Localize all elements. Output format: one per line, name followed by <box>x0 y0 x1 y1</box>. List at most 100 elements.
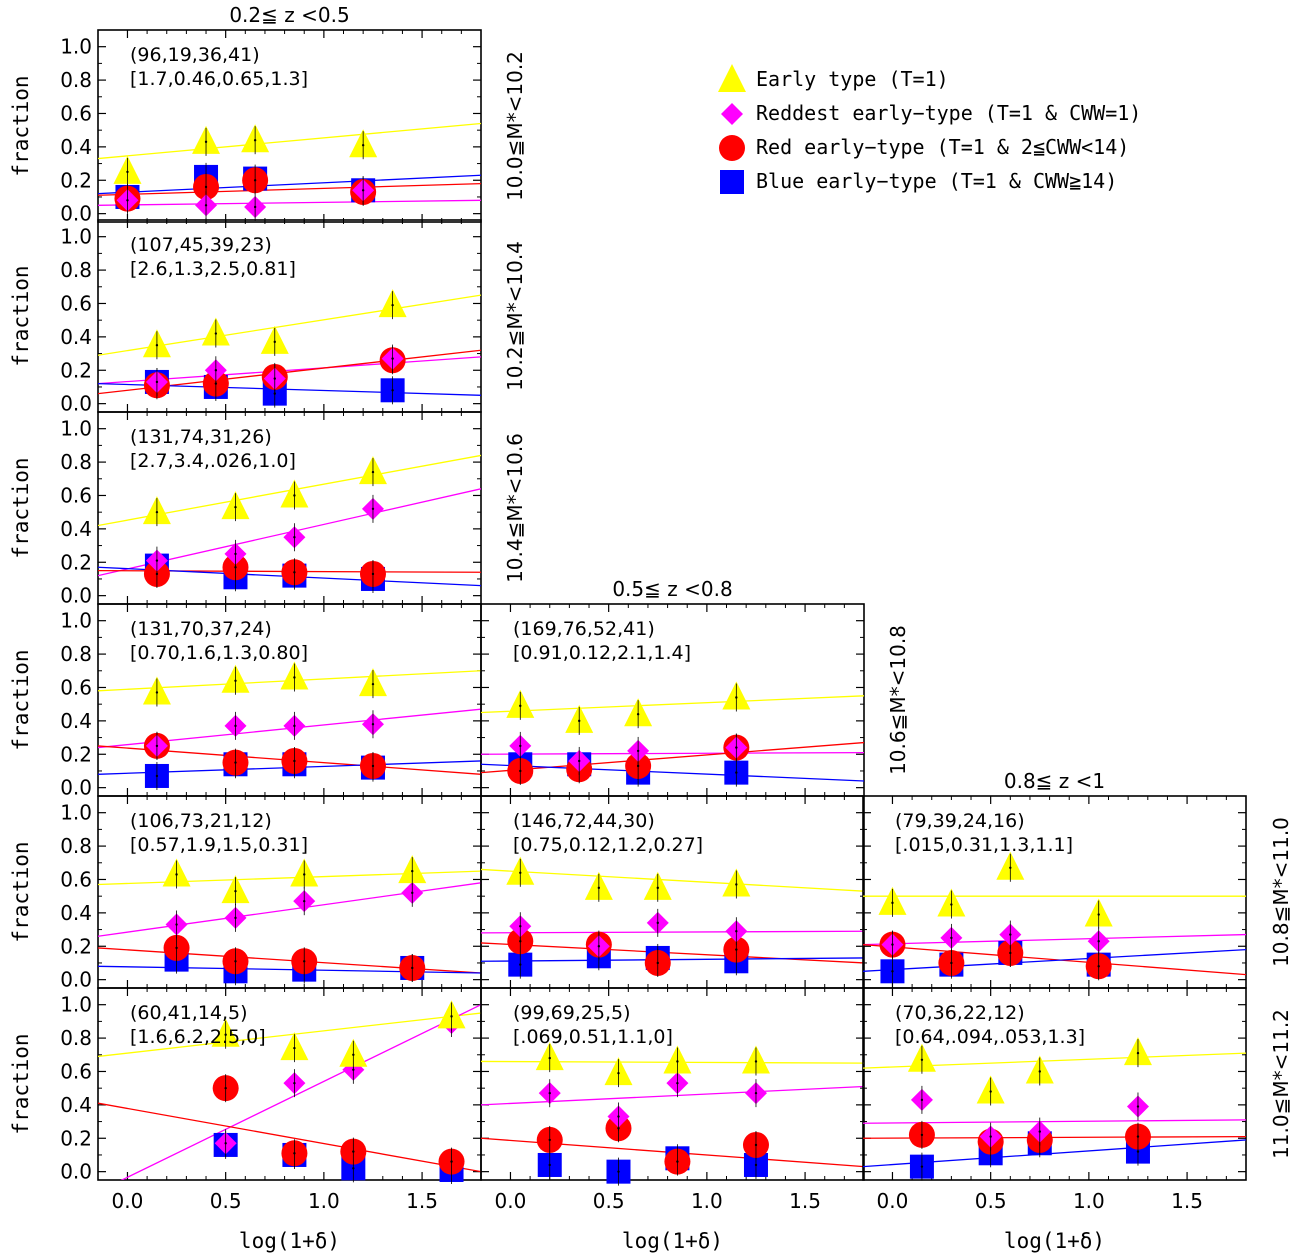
point-center-dot <box>391 357 394 360</box>
point-center-dot <box>234 505 237 509</box>
panel-col1-row4: 0.0 0.2 0.4 0.6 0.8 1.0 (131,70,37,24)[0.70,1.… <box>9 603 482 800</box>
point-center-dot <box>293 494 296 497</box>
y-tick-label: 1.0 <box>60 225 92 249</box>
y-tick-label: 0.6 <box>60 867 92 891</box>
y-tick-label: 0.4 <box>60 135 92 159</box>
point-center-dot <box>676 1160 679 1163</box>
point-center-dot <box>735 746 738 749</box>
point-center-dot <box>578 759 581 763</box>
point-center-dot <box>371 682 375 686</box>
panel-ratios: [0.57,1.9,1.5,0.31] <box>130 834 308 856</box>
point-center-dot <box>617 1115 620 1118</box>
point-center-dot <box>735 883 738 886</box>
point-center-dot <box>126 199 129 202</box>
panel-counts: (131,70,37,24) <box>130 618 272 640</box>
point-center-dot <box>253 138 257 142</box>
panel-col1-row5: 0.0 0.2 0.4 0.6 0.8 1.0 (106,73,21,12)[0.57,1.… <box>9 795 482 992</box>
point-center-dot <box>155 774 159 778</box>
point-center-dot <box>754 1163 758 1167</box>
point-center-dot <box>617 1071 620 1075</box>
point-center-dot <box>656 886 659 890</box>
fit-line-reddest <box>120 1004 481 1180</box>
y-tick-label: 0.0 <box>60 1160 92 1184</box>
point-center-dot <box>253 205 257 209</box>
point-center-dot <box>735 696 738 699</box>
point-center-dot <box>548 1056 551 1060</box>
y-tick-label: 0.0 <box>60 776 92 800</box>
point-center-dot <box>214 369 218 372</box>
fit-line-reddest <box>863 933 1246 946</box>
x-tick-label: 0.5 <box>210 1189 242 1213</box>
x-axis-label: log(1+δ) <box>239 1229 340 1253</box>
x-tick-label: 0.0 <box>112 1189 144 1213</box>
point-center-dot <box>578 719 581 723</box>
point-center-dot <box>234 679 237 682</box>
x-tick-label: 1.5 <box>406 1189 438 1213</box>
fit-line-reddest <box>98 199 481 206</box>
point-center-dot <box>293 536 296 539</box>
point-center-dot <box>352 1068 355 1072</box>
point-center-dot <box>891 943 894 946</box>
panel-ratios: [.015,0.31,1.3,1.1] <box>895 834 1073 856</box>
y-tick-label: 1.0 <box>60 801 92 825</box>
point-center-dot <box>636 764 640 768</box>
point-center-dot <box>303 873 306 876</box>
point-center-dot <box>155 344 159 347</box>
point-center-dot <box>273 377 276 380</box>
panel-ratios: [0.91,0.12,2.1,1.4] <box>513 642 691 664</box>
point-center-dot <box>293 1081 296 1085</box>
point-center-dot <box>175 923 178 926</box>
point-center-dot <box>1136 1105 1140 1108</box>
x-tick-label: 1.0 <box>308 1189 340 1213</box>
legend-marker-red <box>719 135 745 161</box>
fit-line-blue <box>481 957 864 962</box>
point-center-dot <box>361 144 365 147</box>
legend-label-early: Early type (T=1) <box>756 67 949 91</box>
legend-label-reddest: Reddest early−type (T=1 & CWW=1) <box>756 101 1141 125</box>
x-tick-label: 1.5 <box>789 1189 821 1213</box>
point-center-dot <box>920 1165 924 1168</box>
panel-ratios: [0.70,1.6,1.3,0.80] <box>130 642 308 664</box>
y-tick-label: 0.4 <box>60 517 92 541</box>
point-center-dot <box>656 921 659 925</box>
fit-line-early <box>481 868 864 892</box>
y-tick-label: 0.0 <box>60 392 92 416</box>
point-center-dot <box>1136 1135 1140 1138</box>
fit-lines <box>98 1004 481 1180</box>
mass-label: 10.6≦M*<10.8 <box>886 625 910 775</box>
panel-counts: (169,76,52,41) <box>513 618 655 640</box>
point-center-dot <box>754 1143 758 1147</box>
y-tick-label: 0.8 <box>60 1026 92 1050</box>
point-center-dot <box>411 891 414 895</box>
y-axis-label: fraction <box>9 649 33 750</box>
point-center-dot <box>950 936 953 940</box>
point-center-dot <box>234 761 237 764</box>
panel-col2-row6: 0.0 0.5 1.0 1.5 (99,69,25,5)[.069,0.51,1.1,0… <box>480 987 865 1253</box>
point-center-dot <box>450 1015 453 1018</box>
y-tick-label: 0.2 <box>60 934 92 958</box>
labels-layer: 0.2≦ z <0.5 0.5≦ z <0.8 0.8≦ z <1 10.0≦M*<1… <box>229 3 1293 1159</box>
y-tick-label: 0.0 <box>60 202 92 226</box>
y-tick-label: 0.2 <box>60 1126 92 1150</box>
point-center-dot <box>519 940 522 943</box>
point-center-dot <box>126 170 129 174</box>
point-center-dot <box>371 507 375 511</box>
x-tick-label: 0.5 <box>975 1189 1007 1213</box>
fit-line-red <box>98 1102 481 1173</box>
y-tick-label: 0.8 <box>60 642 92 666</box>
panel-frame <box>480 987 865 1181</box>
panel-counts: (146,72,44,30) <box>513 810 655 832</box>
y-tick-label: 0.6 <box>60 1059 92 1083</box>
point-center-dot <box>175 946 178 950</box>
panel-counts: (131,74,31,26) <box>130 426 272 448</box>
point-center-dot <box>371 764 375 768</box>
y-tick-label: 0.8 <box>60 450 92 474</box>
point-center-dot <box>1097 965 1100 968</box>
point-center-dot <box>234 960 237 963</box>
point-center-dot <box>204 204 208 207</box>
panel-col1-row3: 0.0 0.2 0.4 0.6 0.8 1.0 (131,74,31,26)[2.7,3.4… <box>9 411 482 608</box>
point-center-dot <box>371 572 375 576</box>
panel-counts: (107,45,39,23) <box>130 234 272 256</box>
point-center-dot <box>293 724 296 728</box>
point-center-dot <box>1136 1150 1140 1153</box>
